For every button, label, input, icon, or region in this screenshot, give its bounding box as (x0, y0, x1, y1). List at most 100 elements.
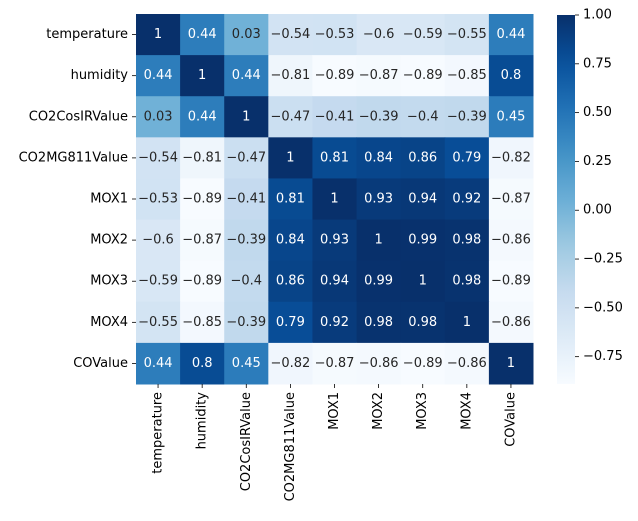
colorbar-tick-label: 1.00 (583, 8, 612, 23)
heatmap-cell (268, 55, 313, 97)
heatmap-cell (444, 14, 490, 56)
cell-value-label: −0.87 (315, 356, 355, 371)
cell-value-label: 0.81 (276, 192, 305, 207)
cell-value-label: 0.93 (364, 192, 393, 207)
cell-value-label: −0.87 (359, 68, 399, 83)
heatmap-cell (488, 260, 534, 303)
colorbar-tick-label: 0.25 (583, 154, 612, 169)
cell-value-label: −0.89 (491, 274, 531, 289)
heatmap-cell (180, 14, 225, 56)
heatmap-cell (444, 219, 490, 262)
heatmap-cell (444, 178, 490, 221)
heatmap-cell (488, 178, 534, 221)
cell-value-label: −0.89 (315, 68, 355, 83)
heatmap-cell (180, 96, 225, 138)
heatmap-cell (224, 260, 269, 303)
heatmap-cell (356, 342, 402, 385)
cell-value-label: 0.44 (144, 68, 173, 83)
y-tick-label: COValue (73, 356, 128, 371)
y-tick-label: humidity (71, 68, 129, 83)
heatmap-cell (400, 96, 446, 138)
cell-value-label: −0.82 (270, 356, 310, 371)
cell-value-label: 0.03 (144, 109, 173, 124)
x-axis-ticks: temperature humidity CO2CosIRValue CO2MG811… (151, 384, 518, 501)
cell-value-label: −0.6 (363, 27, 395, 42)
heatmap-cell (136, 96, 181, 138)
x-tick-label: MOX3 (415, 392, 430, 430)
x-tick-label: COValue (503, 392, 518, 447)
x-tick-label: temperature (151, 392, 166, 474)
cell-value-label: −0.53 (138, 192, 178, 207)
x-tick-label: MOX1 (327, 392, 342, 430)
cell-value-label: 0.98 (452, 233, 481, 248)
heatmap-cell (400, 55, 446, 97)
heatmap-cells (136, 14, 534, 385)
cell-value-label: −0.4 (230, 274, 262, 289)
cell-value-label: −0.47 (226, 150, 266, 165)
cell-value-label: 0.79 (276, 315, 305, 330)
y-tick-label: MOX1 (90, 192, 128, 207)
heatmap-cell (180, 55, 225, 97)
heatmap-cell (356, 219, 402, 262)
colorbar-tick-label: −0.50 (583, 300, 623, 315)
cell-value-label: 1 (419, 274, 427, 289)
cell-value-label: 0.98 (364, 315, 393, 330)
heatmap-cell (268, 96, 313, 138)
heatmap-cell (136, 137, 181, 179)
cell-value-label: −0.55 (138, 315, 178, 330)
heatmap-cell (180, 260, 225, 303)
colorbar-tick-label: 0.00 (583, 203, 612, 218)
heatmap-cell (180, 137, 225, 179)
heatmap-cell (444, 55, 490, 97)
cell-value-label: −0.41 (226, 192, 266, 207)
cell-value-label: −0.39 (447, 109, 487, 124)
heatmap-cell (444, 301, 490, 344)
cell-value-label: 0.94 (408, 192, 437, 207)
cell-value-label: 0.92 (320, 315, 349, 330)
x-tick-label: humidity (195, 392, 210, 450)
heatmap-cell (224, 96, 269, 138)
cell-value-label: 1 (242, 109, 250, 124)
cell-value-label: 0.44 (144, 356, 173, 371)
heatmap-cell (400, 219, 446, 262)
heatmap-cell (268, 342, 313, 385)
heatmap-cell (136, 219, 181, 262)
heatmap-cell (312, 55, 358, 97)
cell-value-label: 1 (330, 192, 338, 207)
heatmap-cell-labels: 1 0.44 0.03 −0.54 −0.53 −0.6 −0.59 −0.55 0.44 0.4… (138, 27, 531, 371)
cell-value-label: −0.53 (315, 27, 355, 42)
cell-value-label: 0.93 (320, 233, 349, 248)
heatmap-cell (400, 14, 446, 56)
colorbar-ticks: 1.00 0.75 0.50 0.25 0.00 −0.25 −0.50 −0.75 (575, 8, 623, 364)
y-tick-label: MOX3 (90, 274, 128, 289)
heatmap-cell (224, 342, 269, 385)
heatmap-cell (136, 342, 181, 385)
cell-value-label: 0.45 (232, 356, 261, 371)
x-tick-label: MOX2 (371, 392, 386, 430)
heatmap-cell (444, 96, 490, 138)
cell-value-label: 0.84 (364, 150, 393, 165)
heatmap-cell (488, 96, 534, 138)
heatmap-cell (268, 137, 313, 179)
cell-value-label: −0.59 (403, 27, 443, 42)
heatmap-cell (224, 137, 269, 179)
heatmap-cell (400, 342, 446, 385)
heatmap-cell (356, 178, 402, 221)
heatmap-cell (312, 219, 358, 262)
cell-value-label: −0.6 (142, 233, 174, 248)
cell-value-label: −0.86 (447, 356, 487, 371)
heatmap-cell (268, 14, 313, 56)
heatmap-cell (136, 178, 181, 221)
heatmap-cell (356, 14, 402, 56)
cell-value-label: −0.87 (182, 233, 222, 248)
heatmap-cell (268, 301, 313, 344)
cell-value-label: −0.85 (447, 68, 487, 83)
heatmap-cell (224, 301, 269, 344)
cell-value-label: 0.86 (276, 274, 305, 289)
heatmap-cell (488, 137, 534, 179)
cell-value-label: −0.39 (226, 315, 266, 330)
cell-value-label: 0.98 (452, 274, 481, 289)
cell-value-label: −0.54 (270, 27, 310, 42)
heatmap-cell (444, 137, 490, 179)
heatmap-cell (400, 301, 446, 344)
